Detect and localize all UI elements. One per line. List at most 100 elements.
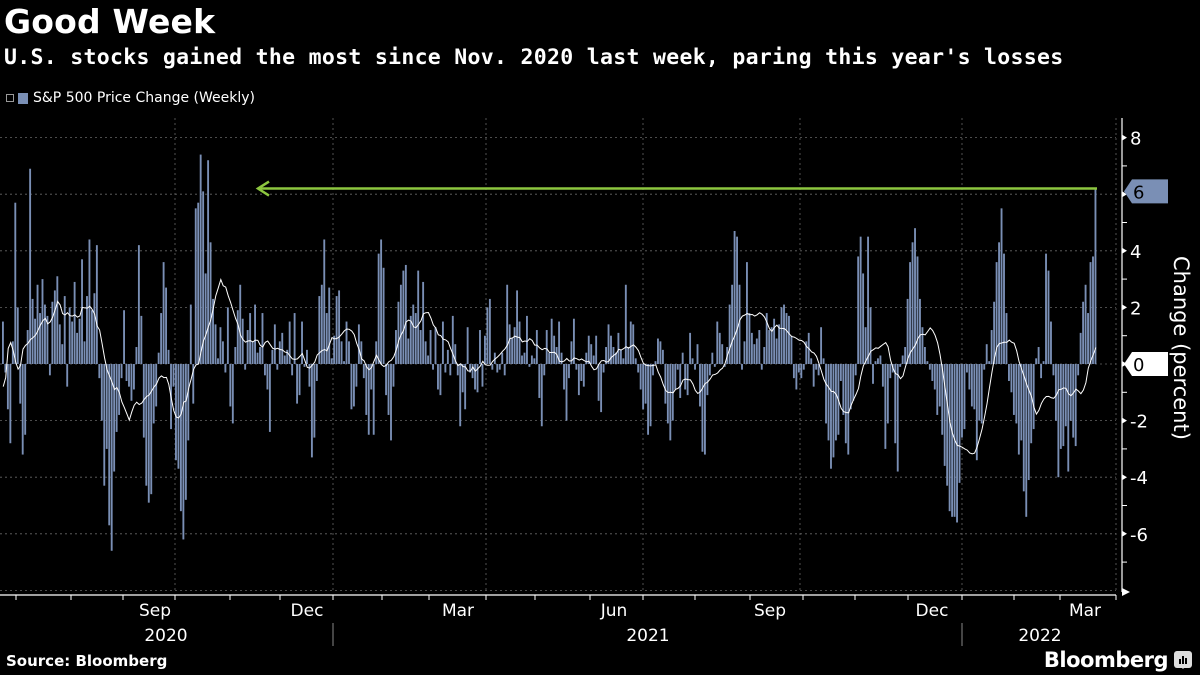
bar — [580, 364, 583, 381]
bar — [234, 347, 237, 364]
bar — [666, 364, 669, 424]
bar — [367, 364, 370, 435]
bar — [498, 364, 501, 370]
chart-title: Good Week — [4, 2, 216, 41]
bar — [108, 364, 111, 526]
bar — [765, 313, 768, 364]
bar — [16, 307, 19, 364]
bar — [323, 239, 326, 364]
y-tick-label: -2 — [1130, 412, 1148, 433]
chart-subtitle: U.S. stocks gained the most since Nov. 2… — [4, 45, 1064, 70]
bar — [817, 364, 820, 376]
bar — [427, 355, 430, 364]
bar — [380, 239, 383, 364]
bar — [204, 273, 207, 364]
bar — [864, 327, 867, 364]
bar — [333, 335, 336, 364]
bar — [773, 318, 776, 364]
bar — [946, 364, 949, 486]
bar — [357, 324, 360, 364]
bar — [259, 347, 261, 364]
bar — [785, 313, 788, 364]
bar — [753, 344, 756, 364]
bar — [852, 364, 855, 401]
bar — [1025, 364, 1028, 517]
bar — [461, 364, 464, 393]
bar — [1057, 364, 1060, 478]
bar — [1030, 364, 1033, 444]
bar — [975, 364, 978, 461]
bar — [6, 364, 9, 410]
bar — [755, 338, 758, 364]
bar — [511, 338, 514, 364]
annotation-arrow — [255, 180, 1097, 197]
y-tick — [1122, 474, 1127, 481]
bar — [451, 315, 454, 364]
bar — [563, 364, 565, 390]
x-year-label: 2020 — [144, 626, 187, 646]
bar — [254, 304, 256, 364]
legend-toggle-icon[interactable] — [6, 94, 14, 102]
bar — [938, 364, 941, 407]
bar — [266, 364, 269, 390]
bar — [103, 364, 106, 486]
bar — [884, 364, 887, 449]
bar — [372, 364, 375, 435]
bar — [330, 358, 333, 364]
bar — [909, 262, 912, 364]
bar — [624, 284, 627, 364]
bar — [970, 364, 973, 407]
bar — [570, 341, 573, 364]
bar — [526, 315, 528, 364]
bar — [736, 236, 738, 364]
bar — [192, 364, 195, 404]
bar — [162, 262, 165, 364]
bar — [1037, 347, 1040, 364]
bar — [933, 364, 936, 390]
bar — [733, 230, 736, 364]
bar — [763, 347, 766, 364]
bar — [229, 364, 232, 407]
bar — [286, 349, 289, 364]
bar — [993, 301, 996, 364]
bar — [923, 347, 926, 364]
bar — [105, 364, 108, 449]
bar — [429, 330, 432, 364]
bar — [350, 364, 353, 410]
bar — [399, 284, 402, 364]
bar — [978, 364, 981, 421]
bar — [901, 355, 904, 364]
bar — [491, 364, 494, 370]
bar — [219, 327, 222, 364]
bar — [479, 330, 481, 364]
bar — [919, 298, 921, 364]
zero-badge-label: 0 — [1133, 355, 1144, 376]
bar — [694, 364, 696, 370]
bar — [894, 364, 897, 444]
bar — [128, 364, 130, 387]
bar — [407, 338, 410, 364]
bar — [217, 358, 219, 364]
bar — [281, 332, 284, 364]
bar — [632, 324, 635, 364]
bar — [1010, 364, 1013, 393]
bar — [172, 364, 175, 387]
bar — [1032, 364, 1035, 430]
bar — [1087, 313, 1089, 364]
bar — [224, 364, 227, 373]
bar — [167, 349, 170, 364]
bar — [496, 364, 499, 373]
bar — [481, 364, 484, 387]
bar — [187, 364, 190, 441]
bar — [980, 364, 983, 424]
bar — [493, 352, 496, 364]
bar — [501, 352, 504, 364]
bar — [914, 228, 916, 364]
bar — [973, 364, 976, 410]
last-value-badge-label: 6 — [1133, 182, 1144, 203]
bar — [1084, 284, 1087, 364]
bar — [775, 338, 778, 364]
bar — [713, 364, 716, 367]
bar — [355, 364, 358, 387]
